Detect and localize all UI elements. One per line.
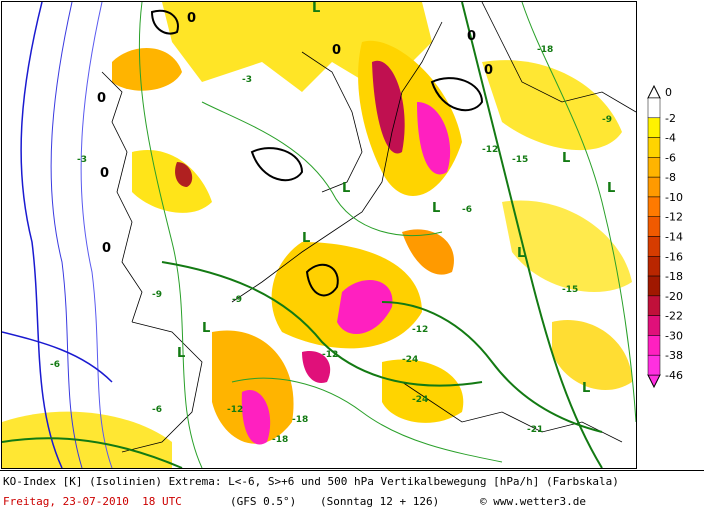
contour-label: -12 <box>322 350 338 360</box>
low-marker: L <box>607 181 615 196</box>
legend-tick-label: -30 <box>665 329 683 342</box>
legend-bottom-arrow <box>647 374 661 389</box>
contour-label: -24 <box>402 355 418 365</box>
low-marker: L <box>177 346 185 361</box>
weather-map: -3 -6 -9 -12 -15 -18 -21 -24 -6 -3 -12 -… <box>1 1 637 469</box>
footer-description: KO-Index [K] (Isolinien) Extrema: L<-6, … <box>3 475 619 488</box>
legend-band <box>647 256 661 277</box>
legend-band <box>647 236 661 257</box>
contour-labels: -3 -6 -9 -12 -15 -18 -21 -24 -6 -3 -12 -… <box>50 45 612 445</box>
low-marker: L <box>582 381 590 396</box>
color-shading <box>2 2 632 468</box>
footer-run: (Sonntag 12 + 126) <box>320 495 440 508</box>
contour-label: -9 <box>152 290 162 300</box>
legend-tick-label: -2 <box>665 112 676 125</box>
contour-label: -6 <box>50 360 60 370</box>
legend-tick-label: -18 <box>665 270 683 283</box>
contour-label: -15 <box>562 285 578 295</box>
high-markers: 0 0 0 0 0 0 0 <box>97 11 493 256</box>
low-marker: L <box>202 321 210 336</box>
legend-top-arrow <box>647 84 661 99</box>
legend-band <box>647 137 661 158</box>
legend-bands <box>647 97 661 376</box>
legend-tick-label: -4 <box>665 132 676 145</box>
low-marker: L <box>432 201 440 216</box>
contour-label: -3 <box>77 155 87 165</box>
legend-band <box>647 196 661 217</box>
legend-tick-label: -12 <box>665 211 683 224</box>
legend-band <box>647 216 661 237</box>
contour-label: -18 <box>272 435 288 445</box>
low-markers: L L L L L L L L L L <box>177 2 615 396</box>
legend-band <box>647 315 661 336</box>
zero-marker: 0 <box>97 91 106 106</box>
legend-tick-label: 0 <box>665 86 672 99</box>
isolines <box>2 2 636 468</box>
legend-tick-label: -6 <box>665 151 676 164</box>
zero-marker: 0 <box>467 29 476 44</box>
contour-label: -21 <box>527 425 543 435</box>
legend-band <box>647 335 661 356</box>
contour-label: -12 <box>412 325 428 335</box>
contour-label: -6 <box>152 405 162 415</box>
footer-credit: © www.wetter3.de <box>480 495 586 508</box>
contour-label: -18 <box>537 45 553 55</box>
contour-label: -6 <box>462 205 472 215</box>
legend-band <box>647 117 661 138</box>
low-marker: L <box>312 2 320 16</box>
legend-tick-label: -46 <box>665 369 683 382</box>
low-marker: L <box>562 151 570 166</box>
legend-tick-label: -8 <box>665 171 676 184</box>
legend-tick-label: -10 <box>665 191 683 204</box>
contour-label: -18 <box>292 415 308 425</box>
legend-band <box>647 275 661 297</box>
footer-caption: KO-Index [K] (Isolinien) Extrema: L<-6, … <box>0 470 704 514</box>
legend-band <box>647 157 661 178</box>
legend-tick-label: -22 <box>665 310 683 323</box>
zero-marker: 0 <box>484 63 493 78</box>
legend-canvas: 0 -2 -4 -6 -8 -10 -12 -14 -16 -18 -20 -22 -30 -38 -46 <box>647 84 683 389</box>
legend-ticks: 0 -2 -4 -6 -8 -10 -12 -14 -16 -18 -20 -22 -30 -38 -46 <box>665 86 683 382</box>
low-marker: L <box>302 231 310 246</box>
legend-tick-label: -14 <box>665 231 683 244</box>
legend-band <box>647 176 661 198</box>
contour-label: -12 <box>482 145 498 155</box>
legend-band <box>647 295 661 316</box>
legend-band <box>647 354 661 376</box>
legend-tick-label: -38 <box>665 349 683 362</box>
contour-label: -12 <box>227 405 243 415</box>
contour-label: -15 <box>512 155 528 165</box>
legend-band <box>647 97 661 119</box>
contour-label: -9 <box>602 115 612 125</box>
coastlines <box>101 2 636 453</box>
low-marker: L <box>517 246 525 261</box>
footer-model: (GFS 0.5°) <box>230 495 297 508</box>
zero-marker: 0 <box>100 166 109 181</box>
zero-marker: 0 <box>332 43 341 58</box>
legend-tick-label: -20 <box>665 290 683 303</box>
contour-label: -9 <box>232 295 242 305</box>
footer-date: Freitag, 23-07-2010 18 UTC <box>3 495 182 508</box>
zero-marker: 0 <box>102 241 111 256</box>
color-scale-legend: 0 -2 -4 -6 -8 -10 -12 -14 -16 -18 -20 -22 -30 -38 -46 <box>637 0 704 470</box>
contour-label: -3 <box>242 75 252 85</box>
zero-marker: 0 <box>187 11 196 26</box>
map-canvas: -3 -6 -9 -12 -15 -18 -21 -24 -6 -3 -12 -… <box>2 2 636 468</box>
legend-tick-label: -16 <box>665 250 683 263</box>
contour-label: -24 <box>412 395 428 405</box>
low-marker: L <box>342 181 350 196</box>
